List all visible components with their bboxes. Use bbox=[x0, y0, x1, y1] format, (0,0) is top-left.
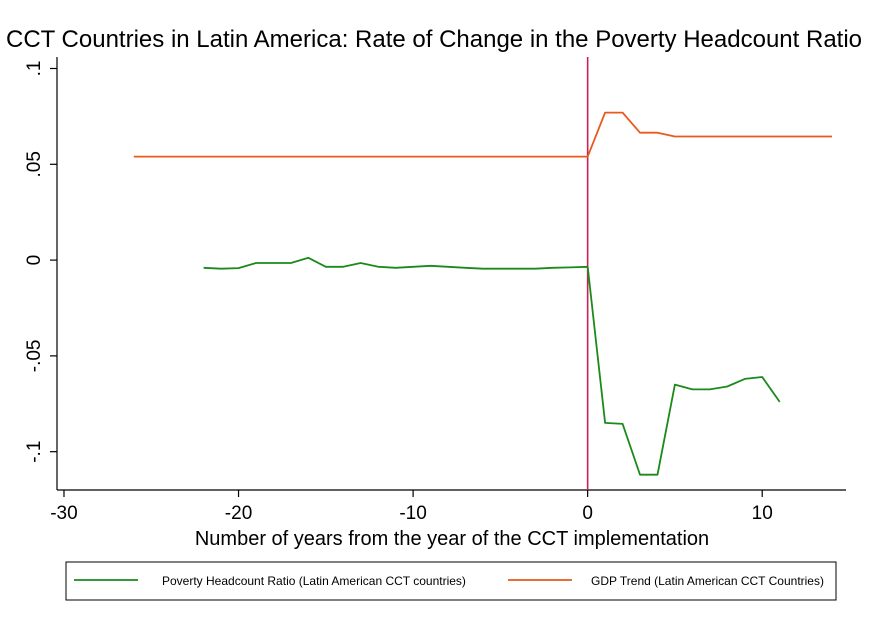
x-tick-label: -30 bbox=[50, 503, 77, 524]
series-layer bbox=[133, 111, 832, 476]
x-axis-title: Number of years from the year of the CCT… bbox=[195, 528, 709, 550]
y-tick-label: -.05 bbox=[24, 340, 45, 373]
x-tick-label: -10 bbox=[399, 503, 426, 524]
y-tick-label: -.1 bbox=[24, 441, 45, 463]
x-tick-label: 10 bbox=[752, 503, 773, 524]
y-tick-label: .05 bbox=[24, 151, 45, 177]
x-tick-label: 0 bbox=[582, 503, 593, 524]
chart-title: CCT Countries in Latin America: Rate of … bbox=[6, 26, 862, 53]
legend: Poverty Headcount Ratio (Latin American … bbox=[74, 574, 824, 588]
legend-label: GDP Trend (Latin American CCT Countries) bbox=[591, 574, 824, 588]
x-axis-ticks: -30 -20 -10 0 10 bbox=[50, 490, 773, 524]
legend-label: Poverty Headcount Ratio (Latin American … bbox=[162, 574, 466, 588]
series-line-poverty-headcount bbox=[203, 256, 781, 476]
y-tick-label: 0 bbox=[24, 255, 45, 266]
x-tick-label: -20 bbox=[225, 503, 252, 524]
series-line-gdp-trend bbox=[133, 111, 832, 158]
y-axis-ticks: -.1 -.05 0 .05 .1 bbox=[24, 61, 57, 463]
legend-box bbox=[65, 561, 837, 601]
y-tick-label: .1 bbox=[24, 61, 45, 77]
